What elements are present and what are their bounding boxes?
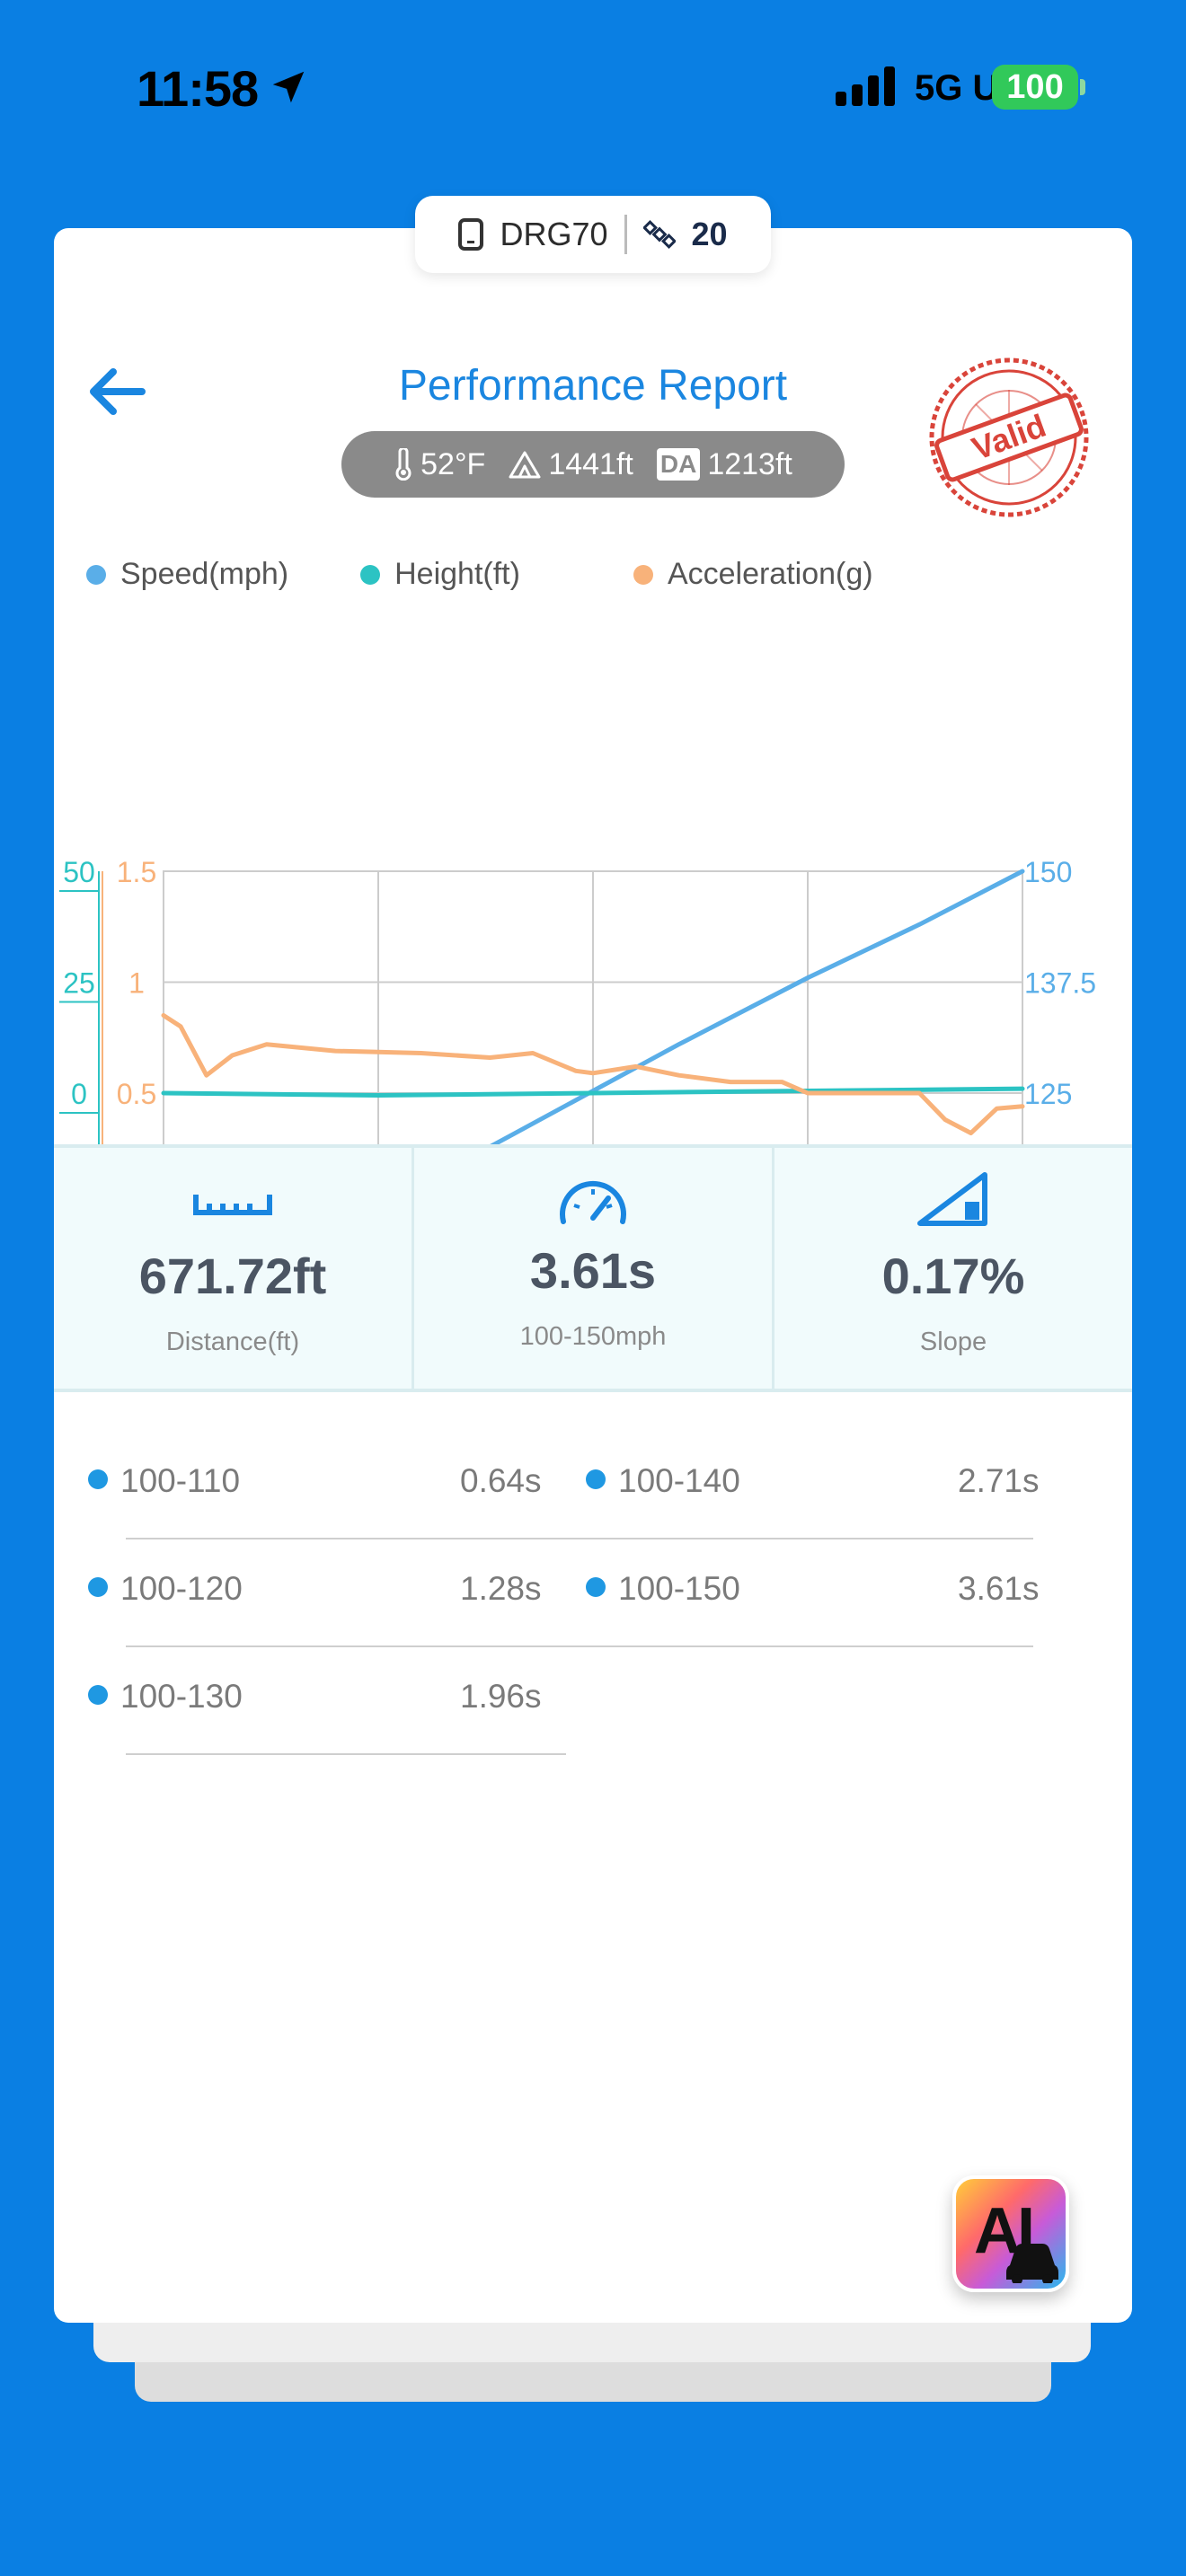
split-row: 100-110 0.64s (54, 1441, 562, 1548)
pill-divider (624, 215, 627, 254)
temperature-item: 52°F (394, 447, 485, 482)
series-line-acceleration-g (161, 1013, 1025, 1135)
split-time: 0.64s (460, 1462, 542, 1499)
stats-panel: 671.72ft Distance(ft) 3.61s 100-150mph 0… (54, 1144, 1132, 1392)
satellite-icon (642, 220, 676, 249)
legend-dot-accel (633, 564, 653, 585)
device-pill[interactable]: DRG70 20 (415, 196, 771, 273)
clock: 11:58 (137, 60, 259, 117)
split-label: 100-140 (618, 1462, 740, 1499)
split-dot (88, 1469, 108, 1489)
legend-accel: Acceleration(g) (633, 557, 873, 592)
split-row: 100-150 3.61s (126, 1548, 1055, 1656)
chart-legend: Speed(mph) Height(ft) Acceleration(g) (86, 557, 873, 592)
ruler-icon (193, 1195, 272, 1215)
stat-slope: 0.17% Slope (772, 1148, 1132, 1389)
device-name: DRG70 (500, 216, 608, 252)
split-dot (586, 1469, 606, 1489)
time-value: 3.61s (529, 1242, 657, 1299)
split-dot (586, 1577, 606, 1597)
conditions-pill: 52°F 1441ft DA 1213ft (341, 431, 845, 498)
split-divider (126, 1538, 1033, 1539)
battery-tip (1080, 79, 1085, 95)
status-bar: 11:58 5G UC 100 (0, 0, 1186, 171)
split-time: 1.96s (460, 1678, 542, 1715)
slope-icon (917, 1172, 987, 1226)
legend-dot-height (360, 564, 381, 585)
split-divider (126, 1645, 1033, 1647)
stat-distance: 671.72ft Distance(ft) (54, 1148, 412, 1389)
satellite-count: 20 (691, 216, 728, 252)
split-row: 100-120 1.28s (54, 1548, 557, 1656)
battery-indicator: 100 (992, 65, 1078, 110)
elevation-item: 1441ft (509, 447, 633, 482)
da-badge: DA (656, 448, 701, 481)
split-dot (88, 1577, 108, 1597)
distance-value: 671.72ft (138, 1248, 327, 1304)
accel-tick-label: 1.5 (117, 856, 156, 888)
valid-stamp-icon: Valid (929, 357, 1089, 517)
split-divider (126, 1753, 566, 1755)
split-row: 100-140 2.71s (126, 1441, 1055, 1548)
ai-assistant-button[interactable]: AI (952, 2175, 1069, 2292)
density-altitude-item: DA 1213ft (656, 446, 792, 482)
speed-tick-label: 137.5 (1024, 967, 1096, 1000)
temperature-value: 52°F (420, 446, 486, 481)
speed-tick-label: 150 (1024, 856, 1072, 888)
stat-time: 3.61s 100-150mph (412, 1148, 772, 1389)
split-label: 100-130 (120, 1678, 243, 1715)
elevation-value: 1441ft (548, 446, 633, 481)
speed-tick-label: 125 (1024, 1078, 1072, 1110)
back-arrow-icon[interactable] (79, 354, 155, 429)
location-arrow-icon (272, 71, 305, 103)
time-label: 100-150mph (519, 1322, 667, 1351)
legend-dot-speed (86, 564, 106, 585)
legend-height: Height(ft) (360, 557, 520, 592)
cellular-signal-icon (836, 66, 895, 106)
slope-value: 0.17% (881, 1248, 1025, 1304)
height-tick-label: 25 (63, 967, 95, 1000)
split-label: 100-150 (618, 1570, 740, 1607)
split-time: 3.61s (958, 1570, 1040, 1607)
mountain-icon (509, 451, 541, 479)
split-row: 100-130 1.96s (54, 1656, 566, 1764)
split-time: 1.28s (460, 1570, 542, 1607)
thermometer-icon (395, 448, 412, 481)
split-label: 100-120 (120, 1570, 243, 1607)
car-icon (1006, 2244, 1058, 2283)
device-icon (458, 218, 484, 251)
split-time: 2.71s (958, 1462, 1040, 1499)
legend-label-speed: Speed(mph) (120, 557, 289, 591)
height-tick-label: 0 (71, 1078, 87, 1110)
legend-speed: Speed(mph) (86, 557, 288, 592)
height-tick-label: 50 (63, 856, 95, 888)
legend-label-height: Height(ft) (394, 557, 520, 591)
split-dot (88, 1685, 108, 1705)
distance-label: Distance(ft) (165, 1328, 300, 1356)
split-label: 100-110 (120, 1462, 241, 1499)
accel-tick-label: 1 (128, 967, 145, 1000)
speedometer-icon (560, 1180, 626, 1224)
slope-label: Slope (919, 1328, 987, 1356)
accel-tick-label: 0.5 (117, 1078, 156, 1110)
page-title: Performance Report (398, 362, 788, 410)
legend-label-accel: Acceleration(g) (667, 557, 873, 591)
density-altitude-value: 1213ft (707, 446, 792, 481)
report-card: DRG70 20 Performance Report 52°F 144 (54, 196, 1132, 2323)
series-line-height-ft (161, 1086, 1025, 1098)
